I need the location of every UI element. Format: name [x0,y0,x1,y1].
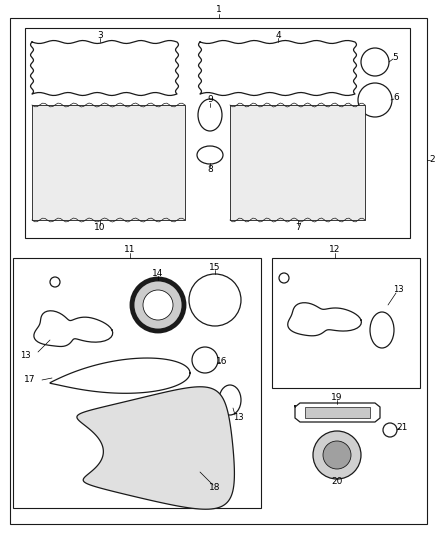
Circle shape [105,445,115,455]
Bar [25,28,410,238]
Text: 3: 3 [97,30,103,39]
Text: 17: 17 [24,376,36,384]
Circle shape [56,148,84,176]
Polygon shape [295,403,380,422]
Text: 5: 5 [392,52,398,61]
Text: 11: 11 [124,246,136,254]
Polygon shape [198,41,357,95]
Circle shape [358,83,392,117]
Text: 20: 20 [331,478,343,487]
Text: 14: 14 [152,269,164,278]
Polygon shape [32,105,185,220]
Text: 8: 8 [207,166,213,174]
Text: 13: 13 [233,414,244,423]
Circle shape [127,422,183,478]
Circle shape [150,490,160,500]
Text: 16: 16 [216,358,228,367]
Text: 4: 4 [275,30,281,39]
Circle shape [323,441,351,469]
Text: 1: 1 [216,5,222,14]
Text: 15: 15 [209,262,221,271]
Circle shape [150,400,160,410]
Text: 18: 18 [209,483,221,492]
Circle shape [50,277,60,287]
Bar [272,258,420,388]
Polygon shape [305,407,370,418]
Circle shape [313,431,361,479]
Polygon shape [31,41,179,95]
Circle shape [88,140,132,184]
Circle shape [136,148,164,176]
Text: 13: 13 [20,351,30,359]
Text: 13: 13 [393,286,403,295]
Ellipse shape [370,312,394,348]
Circle shape [48,140,92,184]
Circle shape [383,423,397,437]
Polygon shape [50,358,190,393]
Text: 7: 7 [295,223,301,232]
Text: 9: 9 [207,95,213,104]
Circle shape [276,140,320,184]
Text: 6: 6 [393,93,399,101]
Bar [13,258,261,508]
Circle shape [143,290,173,320]
Circle shape [361,48,389,76]
Circle shape [192,347,218,373]
Text: 12: 12 [329,246,341,254]
Text: 19: 19 [331,392,343,401]
Ellipse shape [197,146,223,164]
Ellipse shape [198,99,222,131]
Circle shape [320,148,348,176]
Circle shape [279,273,289,283]
Circle shape [189,274,241,326]
Circle shape [312,140,356,184]
Circle shape [137,432,173,468]
Polygon shape [77,387,234,509]
Circle shape [241,140,285,184]
Text: 21: 21 [396,423,408,432]
Text: 10: 10 [94,223,106,232]
Circle shape [128,140,172,184]
Circle shape [284,148,312,176]
Text: 2: 2 [429,156,435,165]
Circle shape [249,148,277,176]
Polygon shape [230,105,365,220]
Ellipse shape [219,385,241,415]
Circle shape [96,148,124,176]
Circle shape [195,445,205,455]
Circle shape [132,279,184,331]
